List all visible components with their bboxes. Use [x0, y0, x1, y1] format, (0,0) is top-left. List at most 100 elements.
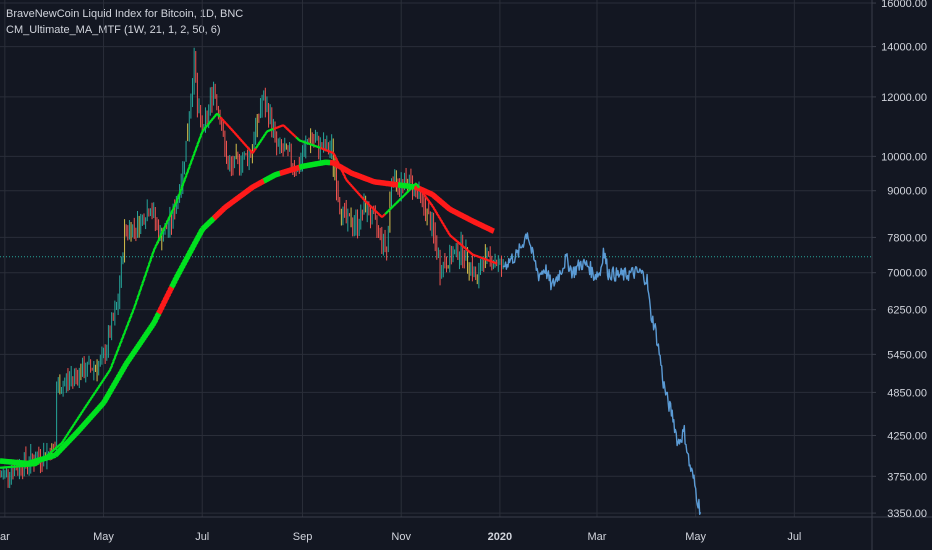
ma-fast-segment: [76, 415, 81, 420]
ma-fast-segment: [460, 244, 464, 248]
y-tick-label: 7800.00: [887, 232, 927, 244]
ma-slow-segment: [180, 260, 188, 267]
ma-fast-segment: [295, 136, 299, 140]
ma-fast-segment: [211, 116, 215, 121]
ma-fast-segment: [75, 417, 79, 422]
ma-fast-segment: [258, 140, 262, 145]
ma-fast-segment: [338, 165, 343, 171]
ma-fast-segment: [197, 135, 203, 141]
ma-slow-segment: [67, 436, 74, 443]
ma-fast-segment: [335, 159, 340, 164]
ma-fast-segment: [206, 122, 210, 127]
ma-slow-segment: [53, 451, 59, 458]
ma-fast-segment: [410, 185, 414, 190]
ma-fast-segment: [138, 287, 143, 294]
ma-fast-segment: [347, 181, 351, 185]
ma-slow-segment: [130, 349, 137, 356]
ma-slow-segment: [183, 254, 191, 261]
ma-slow-segment: [74, 429, 80, 436]
ma-fast-segment: [217, 114, 222, 118]
ma-fast-segment: [390, 205, 395, 209]
ma-fast-segment: [253, 147, 257, 152]
ma-slow-segment: [127, 354, 134, 361]
y-tick-label: 5450.00: [887, 349, 927, 361]
ma-fast-segment: [454, 238, 458, 242]
ma-slow-segment: [190, 242, 197, 249]
ma-fast-segment: [408, 187, 413, 191]
ma-slow-segment: [77, 425, 84, 432]
ma-fast-segment: [414, 182, 419, 187]
ma-fast-segment: [225, 123, 230, 127]
ma-fast-segment: [220, 118, 225, 122]
x-tick-label: 2020: [488, 531, 512, 543]
ma-fast-segment: [47, 451, 52, 456]
ma-fast-segment: [431, 204, 435, 209]
ma-fast-segment: [423, 193, 427, 198]
ma-slow-segment: [92, 409, 98, 416]
ma-fast-segment: [356, 191, 361, 196]
ma-fast-segment: [41, 457, 45, 461]
ma-fast-segment: [366, 202, 371, 206]
ma-fast-segment: [175, 196, 180, 203]
ma-slow-segment: [195, 233, 202, 240]
ma-fast-segment: [384, 211, 388, 215]
ma-fast-segment: [183, 174, 188, 181]
ma-slow-segment: [85, 416, 92, 423]
ma-fast-segment: [285, 127, 290, 131]
ma-fast-segment: [374, 210, 379, 214]
ma-fast-segment: [56, 445, 60, 449]
ma-fast-segment: [259, 137, 264, 142]
ma-fast-segment: [201, 128, 206, 133]
ma-slow-segment: [191, 239, 199, 246]
ma-slow-segment: [80, 422, 87, 429]
ma-fast-segment: [342, 172, 347, 178]
ma-fast-segment: [284, 125, 288, 130]
ma-slow-segment: [64, 439, 71, 446]
ma-fast-segment: [68, 427, 73, 432]
ma-slow-segment: [119, 367, 126, 374]
ma-fast-segment: [407, 189, 411, 193]
ma-fast-segment: [139, 282, 144, 289]
ma-fast-segment: [332, 152, 337, 158]
ma-fast-segment: [176, 192, 182, 198]
ma-fast-segment: [60, 440, 65, 444]
ma-fast-segment: [63, 435, 68, 439]
ma-fast-segment: [429, 202, 434, 207]
ma-fast-segment: [160, 228, 165, 234]
ma-fast-segment: [240, 139, 244, 144]
ma-fast-segment: [199, 130, 204, 137]
ma-fast-segment: [96, 385, 101, 390]
ma-slow-segment: [203, 222, 210, 229]
ma-fast-segment: [287, 128, 291, 133]
x-tick-label: Mar: [587, 531, 606, 543]
ma-slow-segment: [193, 236, 201, 243]
ma-slow-segment: [161, 298, 168, 305]
ma-fast-segment: [134, 297, 140, 303]
y-tick-label: 6250.00: [887, 305, 927, 317]
ma-slow-segment: [188, 245, 196, 252]
ma-slow-segment: [124, 359, 131, 366]
ma-slow-segment: [200, 225, 206, 232]
ma-slow-segment: [164, 292, 172, 299]
ma-slow-segment: [75, 427, 82, 434]
ma-fast-segment: [149, 254, 154, 261]
ma-slow-segment: [196, 230, 204, 237]
ma-slow-segment: [61, 442, 67, 449]
ma-fast-segment: [117, 344, 122, 350]
ma-fast-segment: [52, 447, 57, 452]
ma-slow-segment: [169, 282, 176, 289]
y-tick-label: 3750.00: [887, 471, 927, 483]
ma-slow-segment: [167, 285, 175, 292]
ma-slow-segment: [66, 437, 72, 444]
ma-fast-segment: [421, 191, 426, 196]
ma-fast-segment: [450, 235, 455, 239]
ma-slow-segment: [208, 217, 215, 224]
ma-fast-segment: [340, 169, 345, 174]
chart-title: BraveNewCoin Liquid Index for Bitcoin, 1…: [6, 8, 244, 20]
ma-fast-segment: [188, 161, 193, 167]
ma-fast-segment: [238, 137, 243, 142]
ma-fast-segment: [91, 393, 96, 398]
ma-fast-segment: [394, 201, 398, 206]
ma-fast-segment: [105, 371, 110, 376]
